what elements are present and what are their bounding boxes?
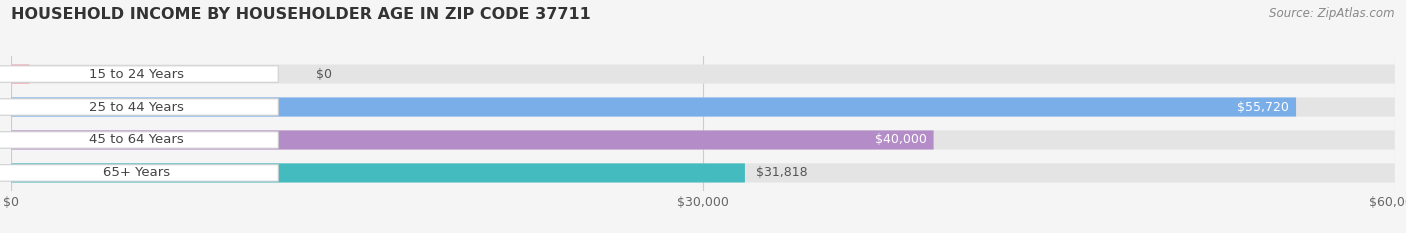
FancyBboxPatch shape <box>0 165 278 181</box>
FancyBboxPatch shape <box>11 97 1296 116</box>
FancyBboxPatch shape <box>11 130 934 150</box>
Text: 25 to 44 Years: 25 to 44 Years <box>89 100 184 113</box>
Text: $0: $0 <box>315 68 332 81</box>
FancyBboxPatch shape <box>11 163 745 182</box>
FancyBboxPatch shape <box>0 132 278 148</box>
Text: $55,720: $55,720 <box>1237 100 1289 113</box>
FancyBboxPatch shape <box>0 66 278 82</box>
FancyBboxPatch shape <box>11 65 30 84</box>
Text: Source: ZipAtlas.com: Source: ZipAtlas.com <box>1270 7 1395 20</box>
Text: 15 to 24 Years: 15 to 24 Years <box>89 68 184 81</box>
FancyBboxPatch shape <box>11 65 1395 84</box>
FancyBboxPatch shape <box>0 99 278 115</box>
FancyBboxPatch shape <box>11 97 1395 116</box>
Text: $31,818: $31,818 <box>756 166 807 179</box>
FancyBboxPatch shape <box>11 130 1395 150</box>
FancyBboxPatch shape <box>11 163 1395 182</box>
Text: HOUSEHOLD INCOME BY HOUSEHOLDER AGE IN ZIP CODE 37711: HOUSEHOLD INCOME BY HOUSEHOLDER AGE IN Z… <box>11 7 591 22</box>
Text: 65+ Years: 65+ Years <box>103 166 170 179</box>
Text: 45 to 64 Years: 45 to 64 Years <box>89 134 184 147</box>
Text: $40,000: $40,000 <box>875 134 927 147</box>
